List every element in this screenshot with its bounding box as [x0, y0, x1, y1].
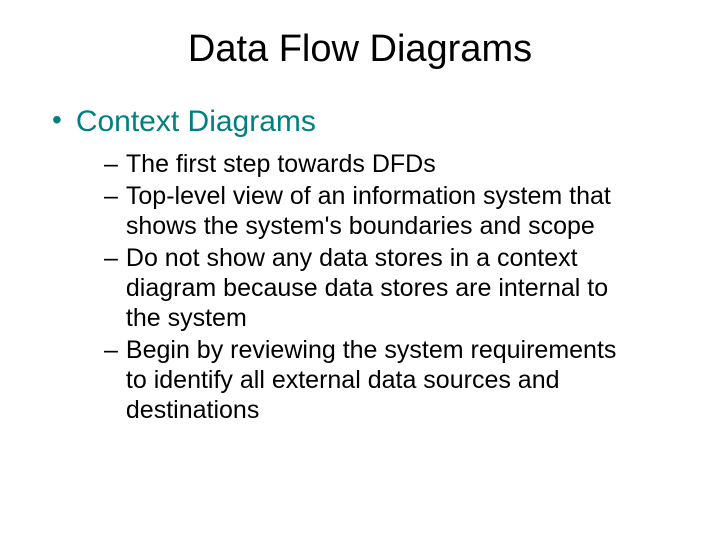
bullet-marker-l1: • — [52, 103, 62, 137]
bullet-text-l2: Begin by reviewing the system requiremen… — [126, 335, 640, 425]
slide-container: Data Flow Diagrams • Context Diagrams – … — [0, 0, 720, 540]
bullet-text-l2: Do not show any data stores in a context… — [126, 243, 640, 333]
bullet-level2-item: – The first step towards DFDs — [104, 149, 640, 179]
bullet-marker-l2: – — [104, 149, 118, 179]
bullet-level1: • Context Diagrams — [52, 103, 680, 141]
bullet-text-l2: The first step towards DFDs — [126, 149, 436, 179]
bullet-marker-l2: – — [104, 335, 118, 365]
bullet-marker-l2: – — [104, 181, 118, 211]
bullet-level2-item: – Begin by reviewing the system requirem… — [104, 335, 640, 425]
slide-title: Data Flow Diagrams — [40, 28, 680, 71]
bullet-marker-l2: – — [104, 243, 118, 273]
bullet-text-l1: Context Diagrams — [76, 103, 316, 141]
bullet-level2-item: – Top-level view of an information syste… — [104, 181, 640, 241]
bullet-text-l2: Top-level view of an information system … — [126, 181, 640, 241]
bullet-level2-item: – Do not show any data stores in a conte… — [104, 243, 640, 333]
